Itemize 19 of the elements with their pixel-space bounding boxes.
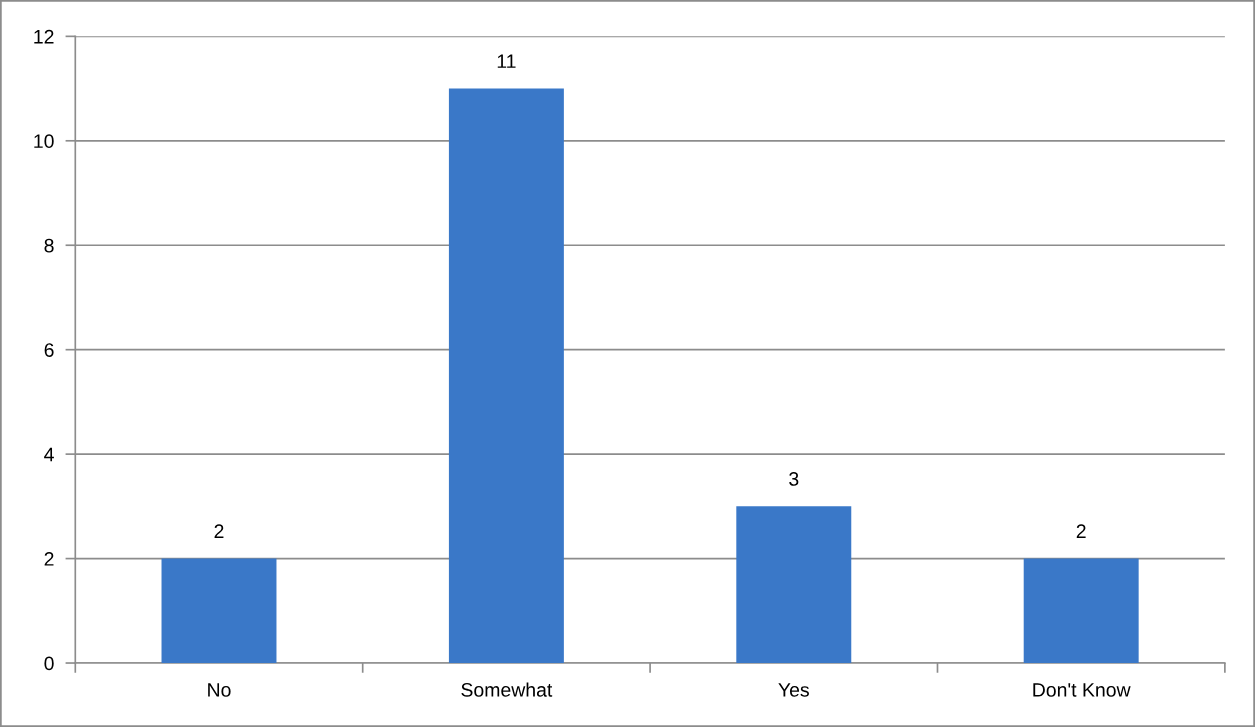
data-label: 2 [214,524,224,538]
bar [448,88,564,664]
y-tick-label: 2 [44,552,54,566]
x-tick-label: No [208,683,231,697]
y-tick-label: 12 [34,29,54,44]
data-label: 11 [497,54,516,68]
y-tick-label: 8 [44,238,54,253]
data-label: 2 [1076,524,1086,538]
bar [161,558,277,664]
x-tick-label: Yes [778,683,809,697]
y-tick-label: 6 [44,343,54,357]
x-tick-label: Don't Know [1033,683,1131,697]
y-tick-label: 4 [44,447,54,462]
y-tick-label: 10 [34,134,54,149]
bar [736,506,852,664]
bar [1023,558,1139,664]
data-label: 3 [789,472,799,486]
y-tick-label: 0 [44,656,54,671]
x-tick-label: Somewhat [461,682,553,697]
